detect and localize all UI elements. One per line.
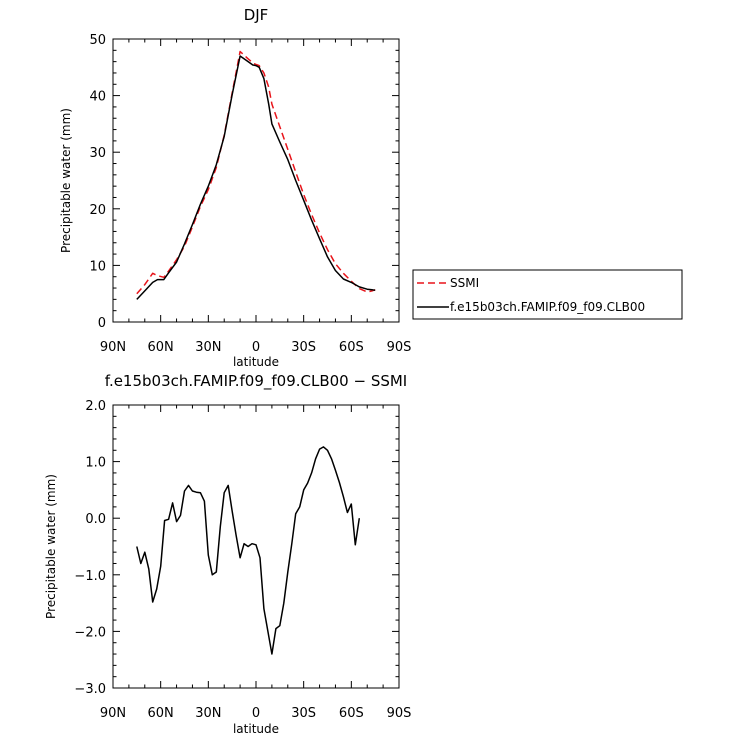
chart-top-y-tick-label: 20 [89,203,106,218]
chart-top-legend: SSMI f.e15b03ch.FAMIP.f09_f09.CLB00 [412,269,683,320]
chart-bottom: f.e15b03ch.FAMIP.f09_f09.CLB00 − SSMI 2.… [44,372,411,736]
chart-bottom-x-ticks: 90N 60N 30N 0 30S 60S 90S [100,405,412,721]
chart-top-y-tick-label: 40 [89,90,106,105]
chart-bottom-y-tick-label: −1.0 [74,569,106,584]
chart-top-series [136,50,376,300]
chart-top-x-tick-label: 30S [291,340,316,355]
chart-top: DJF 0 10 20 30 40 50 90N 60N 30N 0 30S 60S 90S lati… [59,6,683,369]
chart-top-x-tick-label: 60S [339,340,364,355]
chart-bottom-x-tick-label: 90N [100,706,126,721]
chart-top-x-tick-label: 90S [387,340,412,355]
chart-top-x-tick-label: 0 [252,340,260,355]
chart-bottom-y-axis-title: Precipitable water (mm) [44,474,58,619]
chart-bottom-x-axis-title: latitude [233,722,279,736]
chart-bottom-x-tick-label: 90S [387,706,412,721]
chart-bottom-y-tick-label: −2.0 [74,625,106,640]
chart-top-x-tick-label: 30N [195,340,221,355]
legend-label-model: f.e15b03ch.FAMIP.f09_f09.CLB00 [450,300,645,314]
chart-top-title: DJF [244,6,269,24]
chart-top-y-tick-label: 10 [89,259,106,274]
legend-box [412,269,683,320]
chart-top-series-line-0 [136,50,376,295]
chart-bottom-title: f.e15b03ch.FAMIP.f09_f09.CLB00 − SSMI [105,372,407,391]
chart-bottom-y-tick-label: 0.0 [85,512,106,527]
chart-bottom-x-tick-label: 30N [195,706,221,721]
chart-bottom-y-tick-label: 2.0 [85,399,106,414]
chart-bottom-x-tick-label: 0 [252,706,260,721]
chart-top-x-tick-label: 60N [148,340,174,355]
chart-bottom-x-tick-label: 30S [291,706,316,721]
chart-top-frame [112,38,400,323]
chart-top-x-axis-title: latitude [233,355,279,369]
chart-top-y-axis-title: Precipitable water (mm) [59,108,73,253]
chart-bottom-series-line-0 [136,446,361,655]
chart-bottom-y-ticks: 2.0 1.0 0.0 −1.0 −2.0 −3.0 [74,399,399,697]
chart-bottom-x-tick-label: 60S [339,706,364,721]
legend-label-ssmi: SSMI [450,276,479,290]
chart-top-x-ticks: 90N 60N 30N 0 30S 60S 90S [100,39,412,355]
chart-top-series-line-1 [136,55,376,300]
chart-bottom-y-tick-label: 1.0 [85,456,106,471]
chart-bottom-x-tick-label: 60N [148,706,174,721]
chart-top-y-tick-label: 0 [98,316,106,331]
chart-top-y-tick-label: 50 [89,33,106,48]
chart-top-y-ticks: 0 10 20 30 40 50 [89,33,399,331]
chart-bottom-y-tick-label: −3.0 [74,682,106,697]
chart-bottom-series [136,446,361,655]
chart-top-x-tick-label: 90N [100,340,126,355]
chart-top-y-tick-label: 30 [89,146,106,161]
